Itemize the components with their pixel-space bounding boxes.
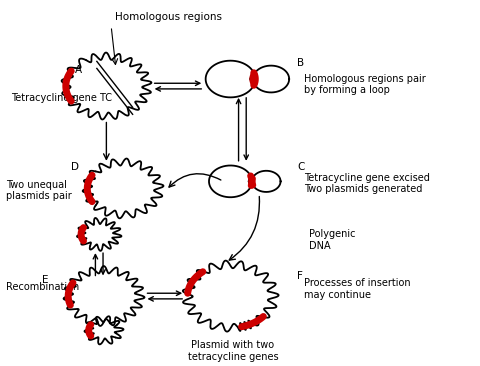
Text: Tetracycline gene TC: Tetracycline gene TC (11, 93, 112, 104)
Text: E: E (42, 275, 48, 285)
Text: F: F (297, 271, 303, 281)
Text: C: C (297, 162, 305, 172)
Text: Polygenic
DNA: Polygenic DNA (309, 229, 356, 251)
Text: Homologous regions pair
by forming a loop: Homologous regions pair by forming a loo… (304, 74, 426, 95)
Text: Tetracycline gene excised
Two plasmids generated: Tetracycline gene excised Two plasmids g… (304, 172, 430, 194)
Text: Plasmid with two
tetracycline genes: Plasmid with two tetracycline genes (188, 340, 278, 362)
Text: Homologous regions: Homologous regions (115, 12, 222, 22)
Text: A: A (75, 65, 83, 75)
Text: B: B (297, 58, 304, 68)
Text: Recombination: Recombination (6, 282, 79, 292)
Text: D: D (71, 162, 79, 172)
Text: Two unequal
plasmids pair: Two unequal plasmids pair (6, 180, 72, 201)
Text: Processes of insertion
may continue: Processes of insertion may continue (304, 279, 411, 300)
